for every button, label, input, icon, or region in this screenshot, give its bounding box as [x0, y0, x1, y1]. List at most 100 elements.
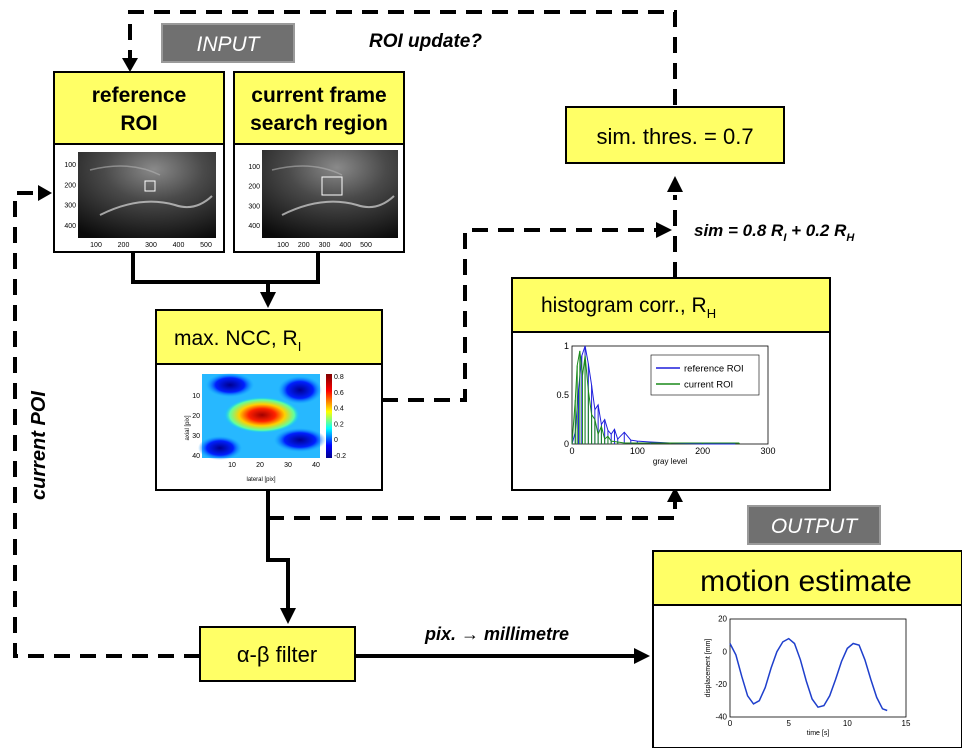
max-ncc-panel: max. NCC, RI 0.80.60.40.20-0.2 10203040 …: [155, 309, 383, 491]
motion-estimate-header: [652, 550, 962, 606]
tick-label: 20: [192, 413, 200, 420]
current-x-ticks: 100 200 300 400 500: [277, 242, 372, 249]
tick-label: 300: [319, 242, 331, 249]
ncc-colorbar-ticks: 0.8 0.6 0.4 0.2 0 -0.2: [334, 374, 346, 460]
dashed-arrowheads: [38, 58, 683, 502]
sim-formula-label: sim = 0.8 RI + 0.2 RH: [694, 221, 855, 244]
ncc-x-ticks: 10 20 30 40: [228, 462, 320, 469]
current-ultrasound-image: [262, 150, 398, 238]
x-tick-label: 5: [786, 719, 791, 728]
series-line-0: [729, 637, 888, 712]
x-axis-label: gray level: [653, 457, 687, 466]
current-frame-title-2: search region: [250, 112, 388, 135]
current-frame-header: [233, 71, 405, 145]
tick-label: 0.2: [334, 421, 344, 428]
ncc-colorbar: [326, 374, 332, 458]
tick-label: 100: [277, 242, 289, 249]
legend-box: [650, 354, 760, 396]
ncc-ylabel: axial [pix]: [185, 415, 191, 440]
tick-label: 200: [64, 182, 76, 189]
reference-roi-panel: reference ROI 100 200 300 400 100 200 300 400 5…: [53, 71, 225, 253]
legend-label: current ROI: [684, 380, 733, 391]
tick-label: 200: [118, 242, 130, 249]
y-tick-label: 1: [564, 341, 569, 351]
y-axis-label: displacement [mm]: [705, 639, 712, 698]
motion-estimate-panel: motion estimate 0 5 10 15 20 0 -20 -40 time [s] d…: [652, 550, 962, 748]
series-line-0: [571, 345, 736, 445]
x-tick-label: 0: [728, 719, 733, 728]
tick-label: 40: [192, 453, 200, 460]
x-tick-label: 0: [569, 446, 574, 456]
tick-label: -0.2: [334, 453, 346, 460]
motion-chart: 0 5 10 15 20 0 -20 -40 time [s] displacement [mm]: [705, 615, 911, 737]
tick-label: 100: [90, 242, 102, 249]
search-region-marker: [321, 176, 343, 196]
output-badge: [747, 505, 881, 545]
input-badge: [161, 23, 295, 63]
tick-label: 300: [64, 203, 76, 210]
ncc-to-hist-line: [268, 500, 677, 520]
tick-label: 400: [173, 242, 185, 249]
solid-connectors: [131, 250, 640, 658]
reference-roi-title-1: reference: [92, 84, 187, 107]
tick-label: 20: [256, 462, 264, 469]
x-tick-label: 10: [843, 719, 852, 728]
max-ncc-title: max. NCC, RI: [174, 327, 301, 354]
solid-arrowheads: [260, 292, 650, 664]
ncc-xlabel: lateral [pix]: [246, 477, 275, 483]
max-ncc-header: [155, 309, 383, 365]
tick-label: 0: [334, 437, 338, 444]
tick-label: 0.6: [334, 390, 344, 397]
y-tick-label: 0.5: [556, 390, 569, 400]
roi-update-label: ROI update?: [369, 31, 482, 52]
tick-label: 400: [248, 223, 260, 230]
x-tick-label: 100: [630, 446, 645, 456]
y-tick-label: -20: [715, 680, 727, 689]
tick-label: 100: [64, 162, 76, 169]
tick-label: 500: [200, 242, 212, 249]
histogram-header: [511, 277, 831, 333]
reference-x-ticks: 100 200 300 400 500: [90, 242, 212, 249]
tick-label: 200: [248, 184, 260, 191]
output-label: OUTPUT: [771, 515, 860, 538]
tick-label: 0.4: [334, 406, 344, 413]
pix-to-mm-label: pix. → millimetre: [424, 624, 569, 644]
tick-label: 40: [312, 462, 320, 469]
ncc-to-sim-line: [382, 228, 660, 402]
tick-label: 10: [228, 462, 236, 469]
histogram-legend: reference ROI current ROI: [650, 354, 760, 396]
y-tick-label: 0: [723, 647, 728, 656]
histogram-chart: 0 100 200 300 0 0.5 1 gray level reference ROI cu…: [556, 341, 775, 466]
x-tick-label: 300: [760, 446, 775, 456]
tick-label: 300: [145, 242, 157, 249]
y-tick-label: -40: [715, 713, 727, 722]
tick-label: 0.8: [334, 374, 344, 381]
x-axis-label: time [s]: [807, 730, 830, 737]
histogram-panel: histogram corr., RH 0 100 200 300 0 0.5 1 gray …: [511, 277, 831, 491]
ncc-heatmap: [198, 373, 326, 460]
sim-threshold-box: [565, 106, 785, 164]
alpha-beta-filter-box: [199, 626, 356, 682]
tick-label: 30: [192, 433, 200, 440]
y-tick-label: 20: [718, 615, 727, 624]
roi-update-loop: [128, 10, 677, 105]
reference-y-ticks: 100 200 300 400: [64, 162, 76, 230]
sim-threshold-label: sim. thres. = 0.7: [596, 124, 753, 149]
tick-label: 300: [248, 203, 260, 210]
reference-ultrasound-image: [78, 152, 216, 238]
tick-label: 500: [360, 242, 372, 249]
reference-roi-header: [53, 71, 225, 145]
tick-label: 200: [298, 242, 310, 249]
tick-label: 30: [284, 462, 292, 469]
current-poi-loop: [13, 191, 200, 658]
current-y-ticks: 100 200 300 400: [248, 164, 260, 230]
tick-label: 400: [339, 242, 351, 249]
y-tick-label: 0: [564, 439, 569, 449]
histogram-title: histogram corr., RH: [541, 294, 716, 321]
legend-label: reference ROI: [684, 364, 744, 375]
dashed-connectors: [13, 10, 677, 658]
tick-label: 10: [192, 393, 200, 400]
ncc-y-ticks: 10 20 30 40: [192, 393, 200, 460]
x-tick-label: 200: [695, 446, 710, 456]
